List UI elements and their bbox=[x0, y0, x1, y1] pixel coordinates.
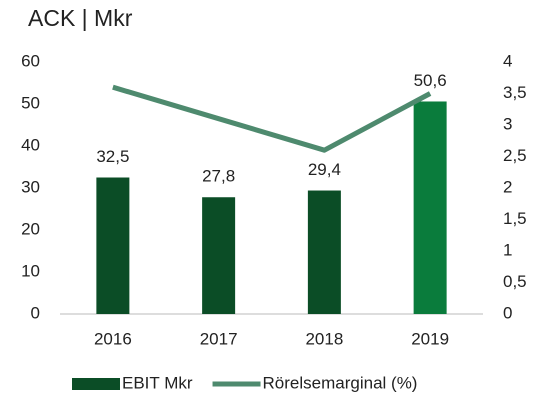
y2-tick-label: 2,5 bbox=[503, 146, 527, 165]
y2-tick-label: 0,5 bbox=[503, 272, 527, 291]
y2-tick-label: 3 bbox=[503, 114, 512, 133]
y2-tick-label: 1 bbox=[503, 240, 512, 259]
x-tick-label: 2018 bbox=[305, 329, 343, 348]
legend-label: EBIT Mkr bbox=[122, 373, 193, 392]
legend-label: Rörelsemarginal (%) bbox=[263, 373, 418, 392]
data-label: 32,5 bbox=[96, 147, 129, 166]
y-tick-label: 50 bbox=[21, 93, 40, 112]
data-label: 29,4 bbox=[308, 160, 341, 179]
y-tick-label: 30 bbox=[21, 177, 40, 196]
y2-tick-label: 0 bbox=[503, 303, 512, 322]
x-tick-label: 2017 bbox=[200, 329, 238, 348]
y2-tick-label: 1,5 bbox=[503, 209, 527, 228]
bar bbox=[307, 190, 341, 314]
chart-title: ACK | Mkr bbox=[28, 5, 133, 31]
line bbox=[112, 84, 432, 153]
bar bbox=[202, 197, 236, 314]
bar bbox=[96, 177, 130, 314]
y2-tick-label: 2 bbox=[503, 177, 512, 196]
y2-tick-label: 3,5 bbox=[503, 83, 527, 102]
y-tick-label: 10 bbox=[21, 261, 40, 280]
y-tick-label: 20 bbox=[21, 219, 40, 238]
data-label: 50,6 bbox=[414, 71, 447, 90]
y-tick-label: 40 bbox=[21, 135, 40, 154]
y2-tick-label: 4 bbox=[503, 51, 512, 70]
x-tick-label: 2019 bbox=[411, 329, 449, 348]
y-tick-label: 60 bbox=[21, 51, 40, 70]
bar bbox=[413, 101, 447, 314]
legend-swatch bbox=[72, 378, 120, 390]
x-tick-label: 2016 bbox=[94, 329, 132, 348]
y-tick-label: 0 bbox=[31, 303, 40, 322]
data-label: 27,8 bbox=[202, 167, 235, 186]
